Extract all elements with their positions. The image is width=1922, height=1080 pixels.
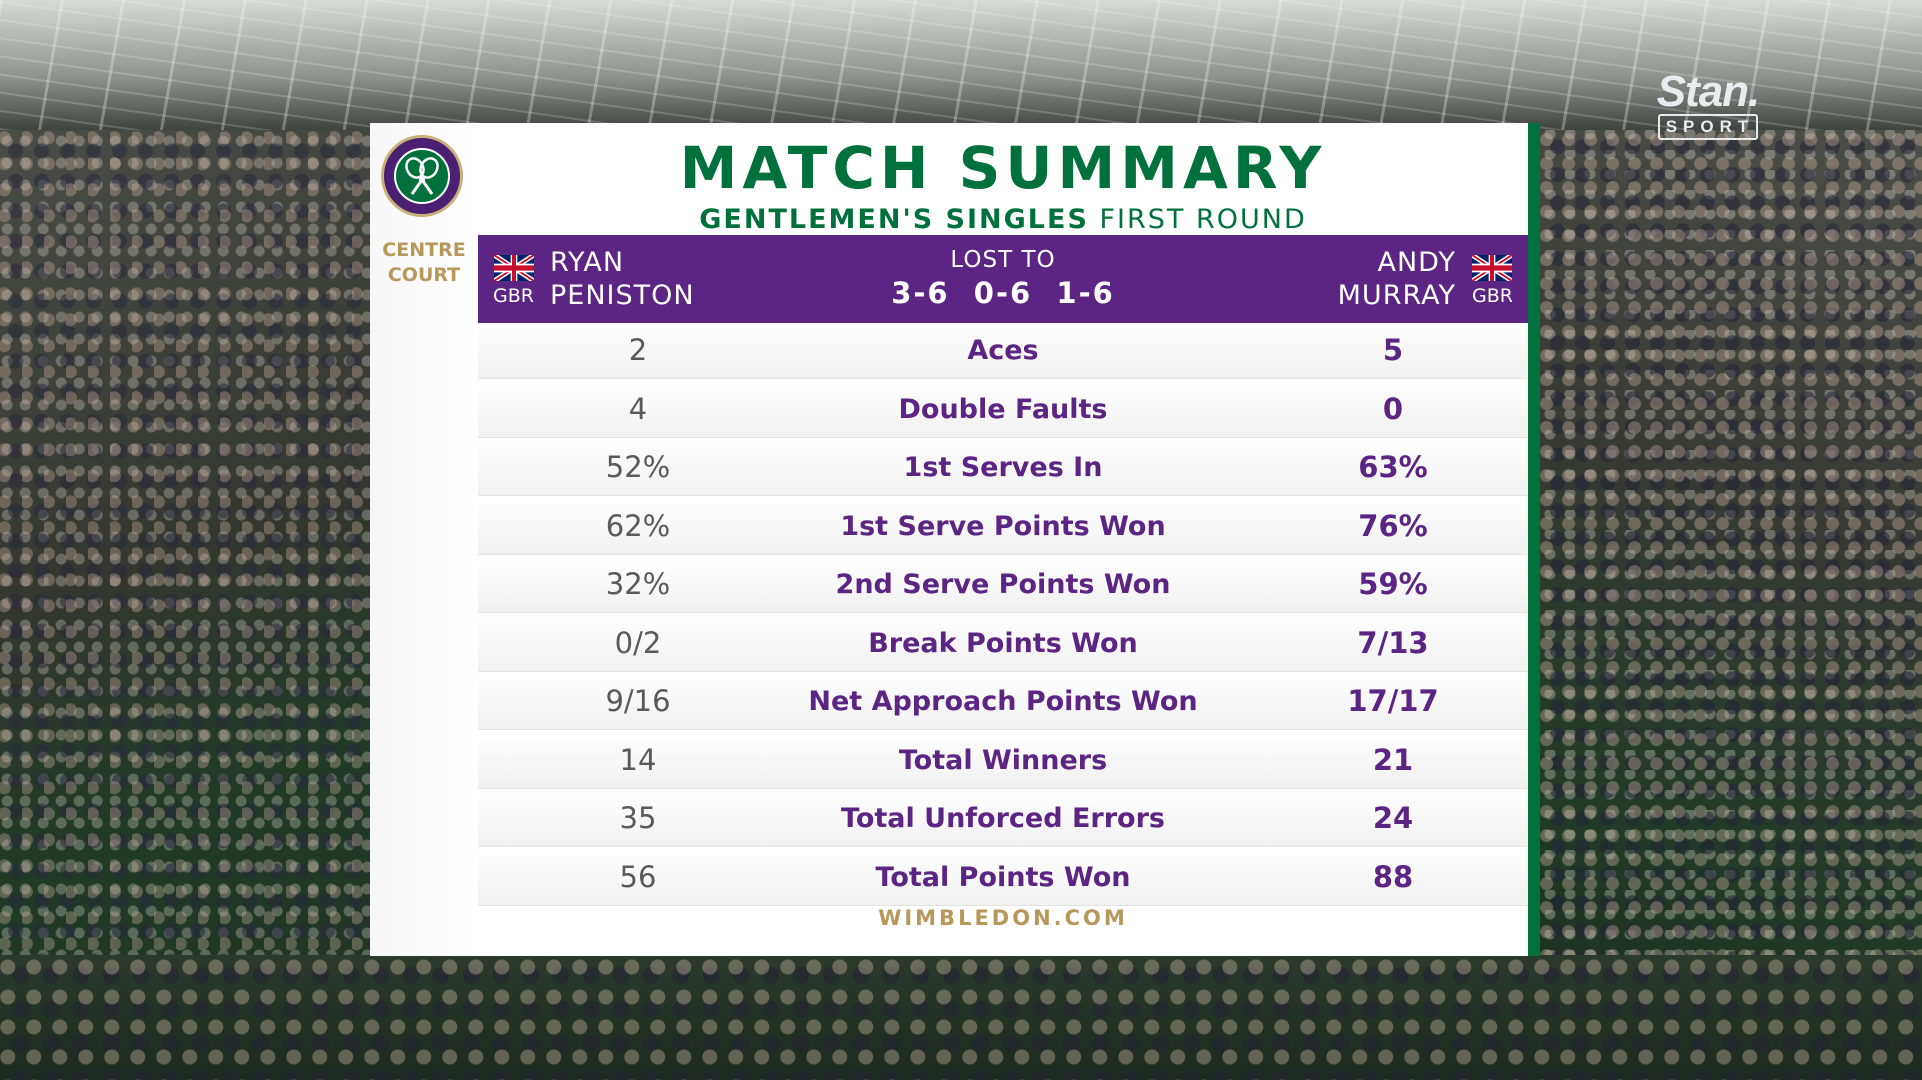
stat-row-first-serves-in: 52% 1st Serves In 63% — [478, 440, 1528, 496]
stat-label: Break Points Won — [868, 627, 1138, 659]
stat-label: 2nd Serve Points Won — [835, 569, 1171, 600]
stat-label: Net Approach Points Won — [808, 686, 1198, 717]
stat-left-value: 32% — [605, 567, 671, 601]
stat-right-value: 88 — [1372, 859, 1414, 894]
stat-right-value: 7/13 — [1357, 625, 1429, 660]
stat-right-value: 21 — [1372, 742, 1414, 777]
stat-left-value: 56 — [619, 859, 657, 894]
stat-row-first-serve-points-won: 62% 1st Serve Points Won 76% — [478, 498, 1528, 555]
panel-left-column: CENTRE COURT — [370, 123, 478, 956]
stat-right-value: 76% — [1358, 508, 1428, 543]
stat-left-value: 4 — [628, 391, 648, 426]
footer-website: WIMBLEDON.COM — [878, 906, 1128, 930]
right-player-first-name: ANDY — [1377, 247, 1456, 278]
wimbledon-crest-icon — [381, 135, 463, 217]
result-text: LOST TO — [950, 247, 1056, 273]
stat-left-value: 35 — [619, 801, 657, 835]
page-title: MATCH SUMMARY — [679, 134, 1327, 202]
right-player-last-name: MURRAY — [1337, 280, 1456, 311]
stat-row-net-approach-points-won: 9/16 Net Approach Points Won 17/17 — [478, 674, 1528, 730]
broadcaster-brand: Stan. — [1656, 67, 1761, 116]
crest-shield — [394, 148, 450, 204]
stat-row-double-faults: 4 Double Faults 0 — [478, 381, 1528, 438]
stat-row-total-winners: 14 Total Winners 21 — [478, 732, 1528, 789]
venue-label: CENTRE COURT — [370, 238, 478, 288]
stat-left-value: 52% — [605, 450, 671, 484]
match-result: LOST TO 3-6 0-6 1-6 — [818, 245, 1188, 311]
stat-right-value: 5 — [1382, 333, 1404, 367]
broadcaster-logo: Stan. SPORT — [1648, 70, 1768, 140]
stat-right-value: 0 — [1382, 391, 1404, 426]
venue-line-1: CENTRE — [382, 239, 466, 261]
event-round: FIRST ROUND — [1099, 204, 1307, 235]
crossed-rackets-icon — [405, 157, 439, 195]
stats-table: 2 Aces 5 4 Double Faults 0 52% 1st Serve… — [478, 323, 1528, 908]
stadium-roof — [0, 0, 1922, 130]
stat-row-total-unforced-errors: 35 Total Unforced Errors 24 — [478, 791, 1528, 847]
stat-row-total-points-won: 56 Total Points Won 88 — [478, 849, 1528, 906]
stat-left-value: 2 — [628, 333, 648, 367]
stat-label: Total Points Won — [875, 861, 1131, 893]
stat-label: Total Winners — [898, 744, 1108, 776]
left-player-first-name: RYAN — [550, 247, 625, 278]
stat-left-value: 0/2 — [614, 625, 662, 660]
left-player-country: GBR — [493, 285, 534, 307]
result-score: 3-6 0-6 1-6 — [891, 276, 1115, 310]
stat-label: Aces — [967, 335, 1039, 366]
stat-label: Total Unforced Errors — [841, 803, 1165, 834]
right-player-country: GBR — [1472, 285, 1513, 307]
stat-row-break-points-won: 0/2 Break Points Won 7/13 — [478, 615, 1528, 672]
broadcaster-sub: SPORT — [1657, 114, 1759, 140]
stat-left-value: 9/16 — [605, 684, 671, 718]
stat-left-value: 62% — [605, 508, 671, 543]
venue-line-2: COURT — [387, 264, 461, 286]
match-summary-panel: CENTRE COURT MATCH SUMMARY GENTLEMEN'S S… — [370, 123, 1540, 956]
stat-right-value: 24 — [1372, 801, 1414, 835]
event-name: GENTLEMEN'S SINGLES — [699, 204, 1089, 235]
left-player-last-name: PENISTON — [550, 280, 695, 311]
crowd-left — [0, 130, 372, 1080]
crowd-right — [1540, 130, 1922, 1080]
panel-green-edge — [1528, 123, 1540, 956]
stat-left-value: 14 — [619, 742, 657, 777]
event-subtitle: GENTLEMEN'S SINGLES FIRST ROUND — [478, 201, 1528, 239]
crowd-bottom — [0, 955, 1922, 1080]
stat-right-value: 63% — [1358, 450, 1428, 484]
stat-label: 1st Serve Points Won — [840, 510, 1166, 542]
stat-row-aces: 2 Aces 5 — [478, 323, 1528, 379]
uk-flag-icon — [1472, 255, 1512, 281]
players-header: GBR RYAN PENISTON LOST TO 3-6 0-6 1-6 AN… — [478, 235, 1528, 323]
stat-label: 1st Serves In — [903, 452, 1103, 483]
stat-label: Double Faults — [898, 393, 1108, 425]
uk-flag-icon — [494, 255, 534, 281]
stat-right-value: 17/17 — [1347, 684, 1439, 718]
stat-right-value: 59% — [1358, 567, 1428, 601]
stat-row-second-serve-points-won: 32% 2nd Serve Points Won 59% — [478, 557, 1528, 613]
